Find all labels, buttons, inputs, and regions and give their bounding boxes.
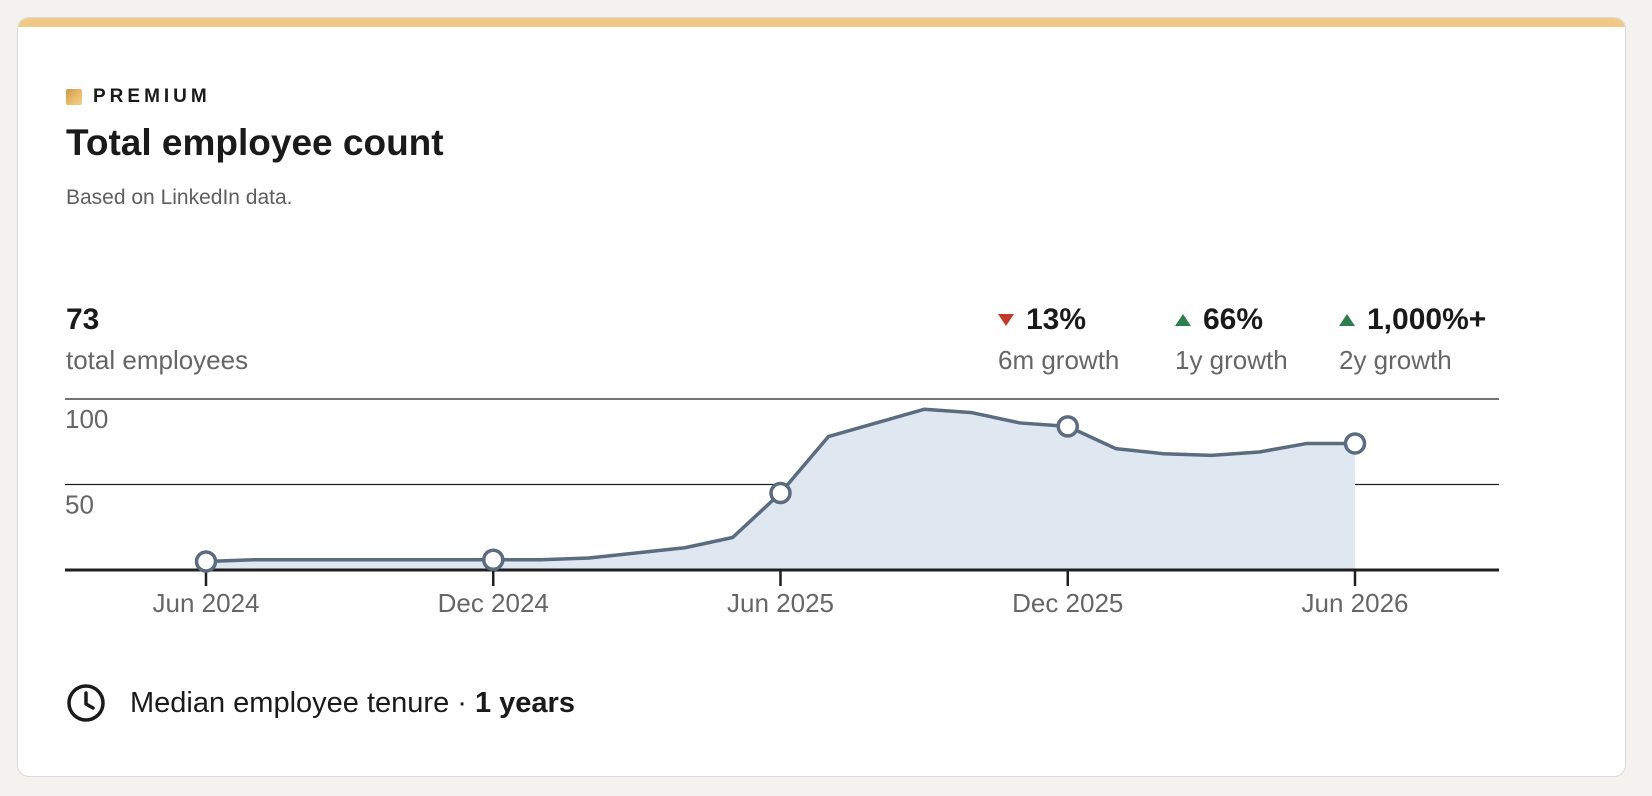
growth-1y-value: 66% [1203,303,1264,336]
x-tick-label: Dec 2024 [438,588,549,618]
growth-up-icon [1175,314,1191,326]
tenure-label: Median employee tenure · [130,686,467,719]
data-point-marker [769,481,792,505]
area-fill [206,409,1355,570]
total-employees-label: total employees [66,345,249,375]
growth-6m: 13% 6m growth [998,303,1119,376]
premium-logo-icon [66,89,82,105]
tenure-text: Median employee tenure · 1 years [130,687,575,720]
growth-2y: 1,000%+ 2y growth [1339,303,1486,376]
clock-icon [67,684,105,722]
employee-count-card: PREMIUM Total employee count Based on Li… [17,17,1626,777]
premium-badge: PREMIUM [66,86,211,108]
total-employees-stat: 73 total employees [66,303,248,376]
x-tick-label: Dec 2025 [1012,588,1123,618]
growth-2y-label: 2y growth [1339,345,1452,375]
premium-label: PREMIUM [93,86,211,107]
median-tenure: Median employee tenure · 1 years [66,683,575,723]
growth-2y-value: 1,000%+ [1367,303,1487,336]
growth-down-icon [998,314,1014,326]
growth-6m-value: 13% [1026,303,1087,336]
data-point-marker [1343,432,1367,455]
card-subtitle: Based on LinkedIn data. [66,186,293,209]
y-tick-label: 100 [65,404,108,434]
x-tick-label: Jun 2026 [1302,588,1409,618]
tenure-value: 1 years [474,686,575,719]
data-point-marker [1056,415,1079,438]
growth-up-icon [1339,314,1355,326]
growth-6m-label: 6m growth [998,345,1120,375]
premium-accent-bar [18,18,1625,27]
data-point-marker [482,548,505,571]
total-employees-value: 73 [66,303,100,336]
card-title: Total employee count [66,122,444,163]
employee-count-chart: 100 50 Jun 2024 Dec 2024 Jun 2025 Dec 2025 Jun… [65,398,1499,618]
data-point-marker [194,550,218,573]
growth-1y-label: 1y growth [1175,345,1288,375]
x-tick-label: Jun 2025 [727,588,834,618]
growth-1y: 66% 1y growth [1175,303,1288,376]
x-tick-label: Jun 2024 [153,588,260,618]
y-tick-label: 50 [65,490,94,520]
